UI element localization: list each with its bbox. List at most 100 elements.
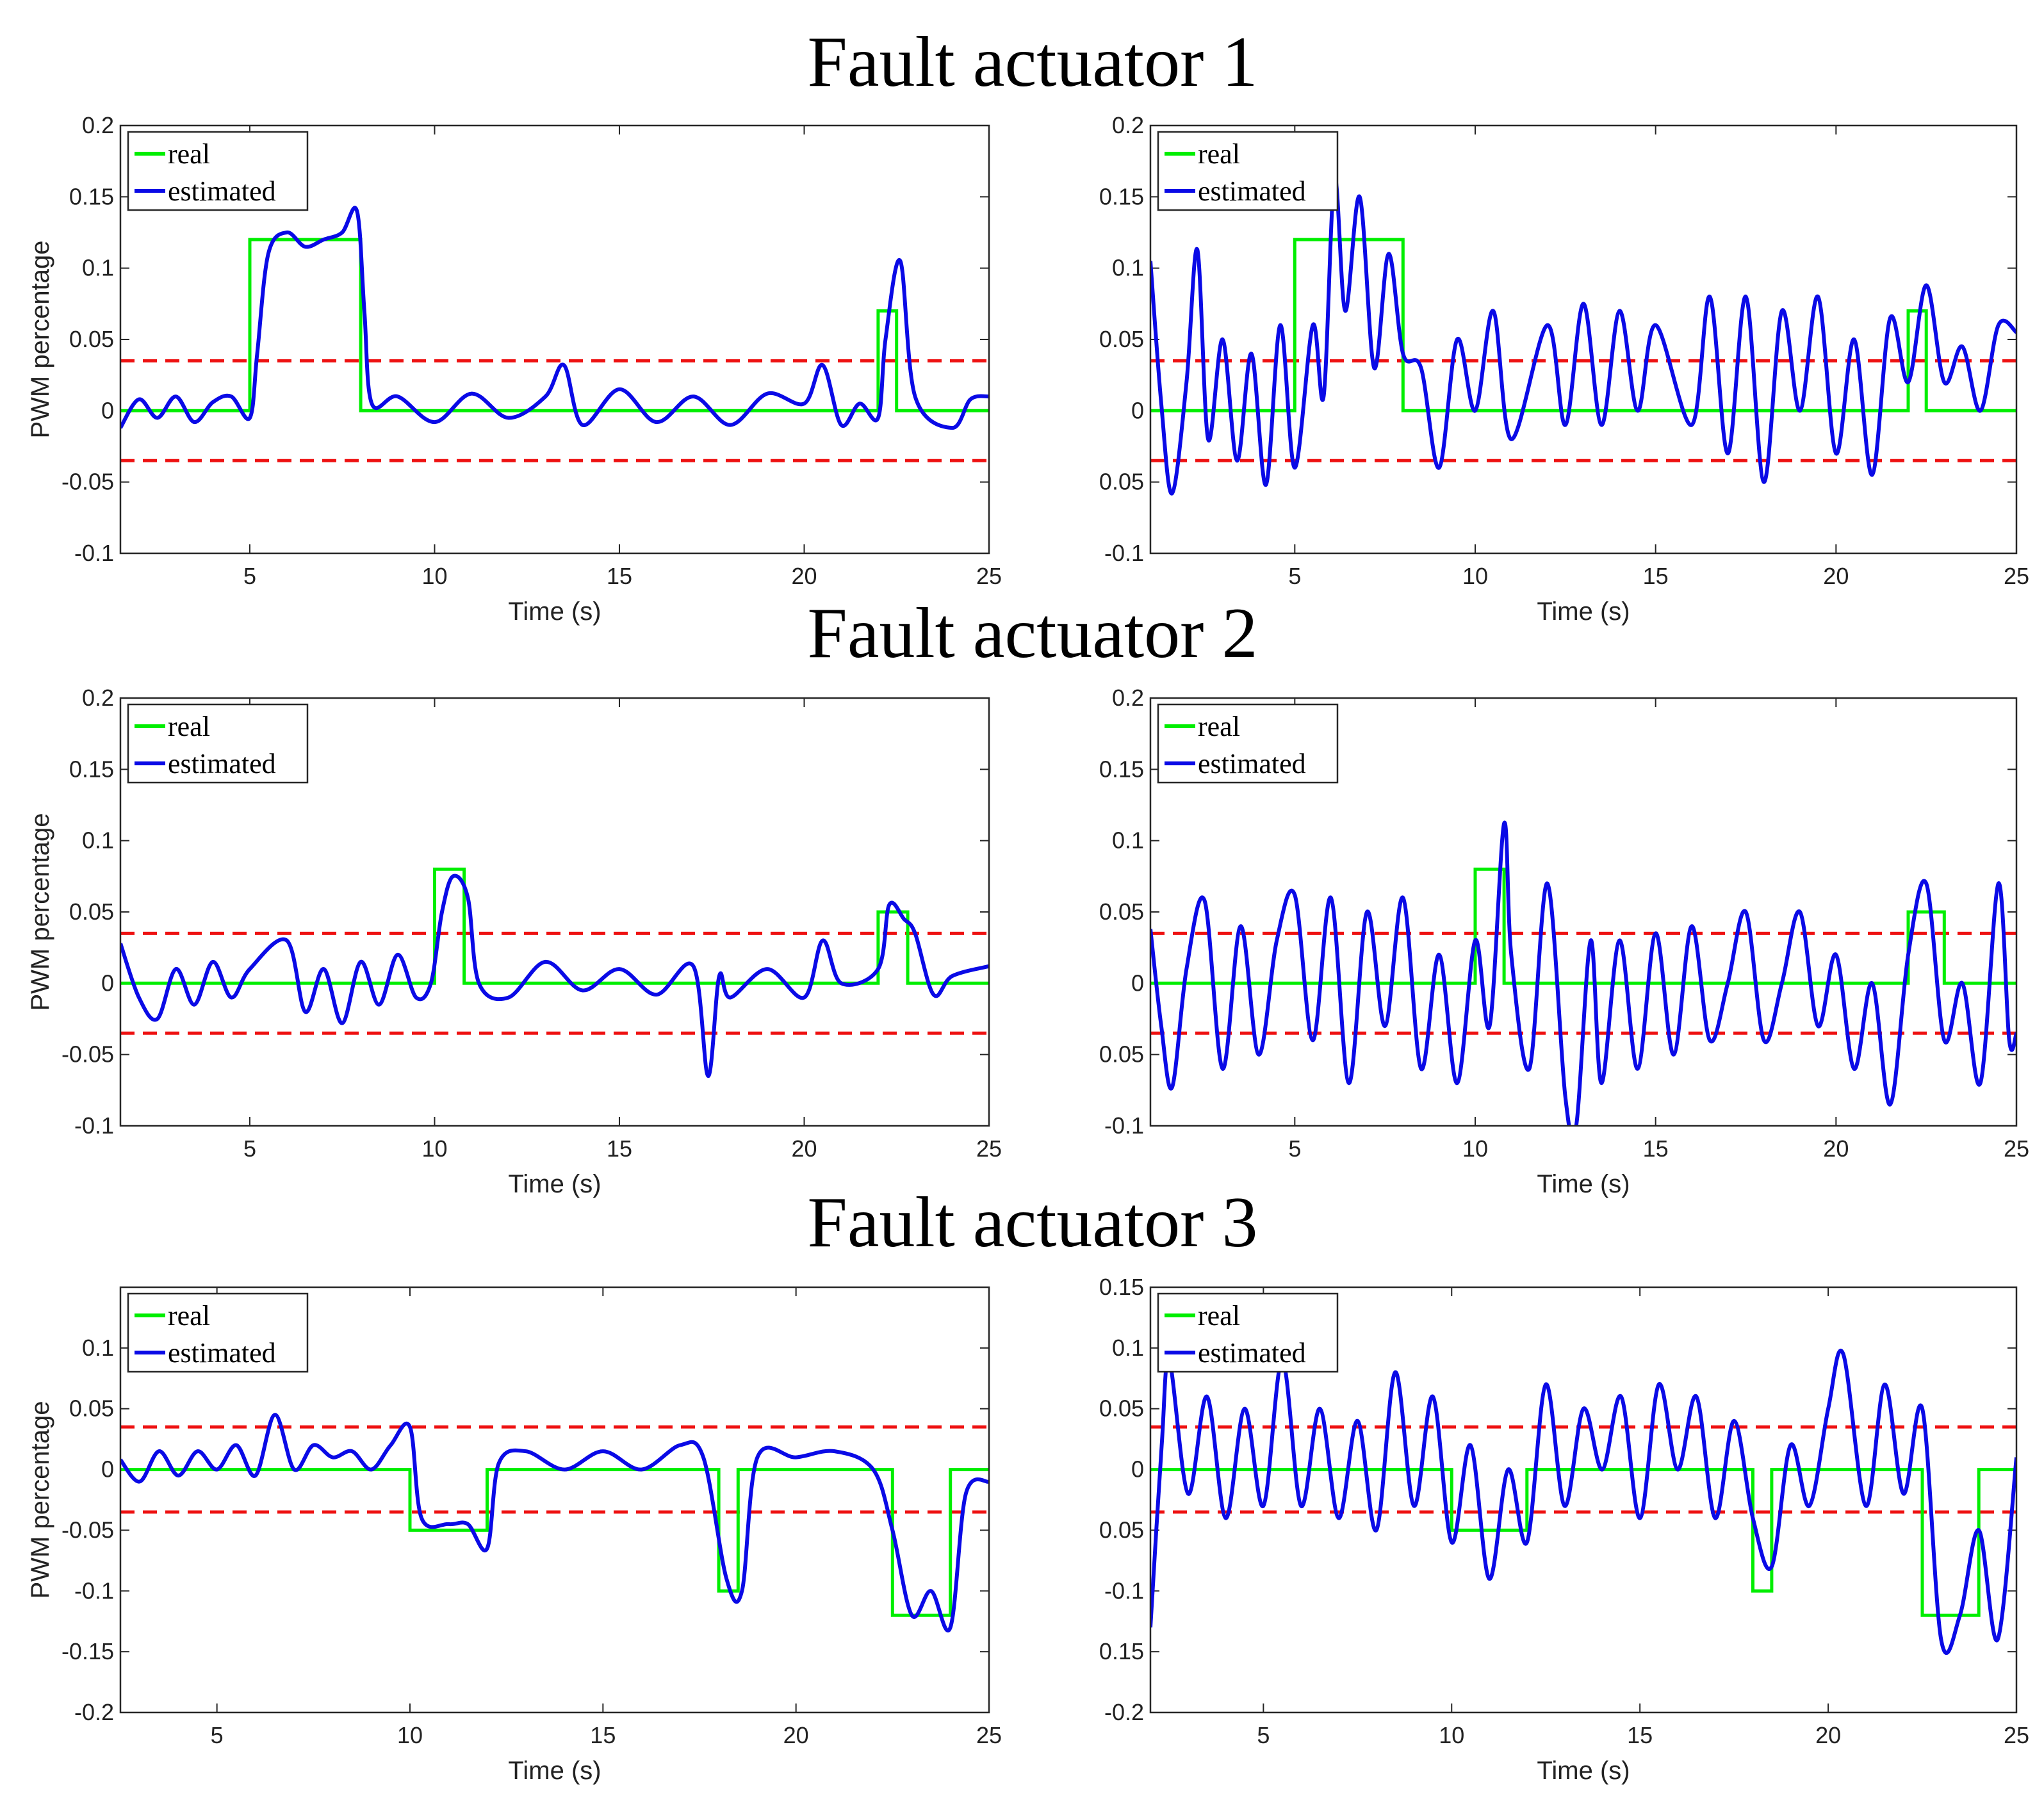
chart-panel-fault-1-right: -0.1 0.05 0 0.05 0.1 0.15 0.2 5 10 15 20 25 Time (s)… <box>1099 112 2029 626</box>
legend-label-real: real <box>168 1300 210 1331</box>
x-tick-label: 20 <box>791 1135 817 1162</box>
x-tick-label: 25 <box>2004 1135 2029 1162</box>
legend-label-real: real <box>1198 138 1240 170</box>
legend-box <box>1157 1292 1339 1373</box>
chart-panel-fault-1-left: -0.1 -0.05 0 0.05 0.1 0.15 0.2 5 10 15 20 25 Time (s… <box>26 112 1002 626</box>
plot-data <box>120 1413 989 1632</box>
y-tick-label: 0 <box>101 970 114 996</box>
chart-panel-fault-2-left: -0.1 -0.05 0 0.05 0.1 0.15 0.2 5 10 15 20 25 Time (s… <box>26 685 1002 1198</box>
legend-label-estimated: estimated <box>168 175 276 207</box>
y-tick-label: -0.1 <box>74 540 114 566</box>
y-tick-label: -0.1 <box>1104 1577 1144 1604</box>
y-tick-label: 0.15 <box>1099 756 1144 782</box>
y-tick-label: 0.05 <box>1099 1041 1144 1068</box>
legend-label-real: real <box>168 711 210 742</box>
x-tick-label: 15 <box>607 1135 632 1162</box>
y-tick-label: 0 <box>1131 1456 1144 1483</box>
y-tick-label: 0.1 <box>1112 1335 1144 1361</box>
x-axis-label: Time (s) <box>1537 1757 1630 1785</box>
x-tick-label: 25 <box>976 1135 1002 1162</box>
x-tick-label: 10 <box>421 563 447 589</box>
y-tick-label: 0.1 <box>1112 827 1144 854</box>
x-tick-label: 10 <box>1462 563 1488 589</box>
y-tick-label: 0.05 <box>69 326 114 352</box>
series-real-line <box>120 238 989 412</box>
y-tick-label: 0.15 <box>1099 1638 1144 1664</box>
legend-box <box>127 1292 309 1373</box>
plot-frame <box>1149 1286 2018 1714</box>
y-axis-label: PWM percentage <box>26 1401 54 1598</box>
series-estimated-line <box>1150 175 2016 496</box>
x-tick-label: 5 <box>1288 563 1301 589</box>
y-tick-label: -0.1 <box>74 1112 114 1139</box>
y-tick-label: -0.1 <box>74 1577 114 1604</box>
y-tick-label: 0.15 <box>69 756 114 782</box>
series-estimated-line <box>120 874 989 1078</box>
legend-label-real: real <box>1198 711 1240 742</box>
x-tick-label: 15 <box>590 1722 616 1748</box>
x-axis-label: Time (s) <box>508 598 601 626</box>
y-tick-label: -0.05 <box>61 1041 114 1068</box>
series-estimated-line <box>1150 820 2016 1126</box>
y-tick-label: 0.2 <box>1112 685 1144 711</box>
section-title-2: Fault actuator 2 <box>808 594 1258 673</box>
y-tick-label: -0.2 <box>1104 1699 1144 1725</box>
y-tick-label: 0.05 <box>1099 469 1144 495</box>
y-tick-label: 0.2 <box>82 112 114 138</box>
x-axis-label: Time (s) <box>1537 598 1630 626</box>
y-tick-label: 0.15 <box>1099 1274 1144 1300</box>
x-tick-label: 15 <box>1627 1722 1653 1748</box>
legend-box <box>127 703 309 784</box>
x-tick-label: 10 <box>1462 1135 1488 1162</box>
x-tick-label: 25 <box>2004 1722 2029 1748</box>
legend-box <box>127 131 309 211</box>
legend-label-real: real <box>168 138 210 170</box>
chart-panel-fault-3-left: -0.2 -0.15 -0.1 -0.05 0 0.05 0.1 5 10 15 20 25 Time … <box>26 1286 1002 1785</box>
legend-label-estimated: estimated <box>1198 748 1306 779</box>
plot-data <box>1150 820 2016 1126</box>
y-tick-label: 0 <box>101 397 114 423</box>
x-axis-label: Time (s) <box>508 1170 601 1198</box>
y-tick-label: -0.2 <box>74 1699 114 1725</box>
x-tick-label: 20 <box>1815 1722 1841 1748</box>
plot-frame <box>119 697 990 1127</box>
series-estimated-line <box>120 206 989 430</box>
plot-data <box>120 867 989 1078</box>
y-tick-label: -0.1 <box>1104 1112 1144 1139</box>
x-tick-label: 15 <box>607 563 632 589</box>
x-tick-label: 5 <box>243 1135 256 1162</box>
legend-label-estimated: estimated <box>1198 175 1306 207</box>
x-tick-label: 15 <box>1643 563 1669 589</box>
x-tick-label: 5 <box>1288 1135 1301 1162</box>
section-title-3: Fault actuator 3 <box>808 1183 1258 1262</box>
x-tick-label: 15 <box>1643 1135 1669 1162</box>
plot-frame <box>119 1286 990 1714</box>
x-tick-label: 10 <box>397 1722 423 1748</box>
x-tick-label: 25 <box>976 1722 1002 1748</box>
chart-panel-fault-3-right: -0.2 0.15 -0.1 0.05 0 0.05 0.1 0.15 5 10 15 20 25 Tim… <box>1099 1274 2029 1785</box>
x-tick-label: 10 <box>1439 1722 1464 1748</box>
plot-data <box>120 206 989 462</box>
x-tick-label: 5 <box>243 563 256 589</box>
x-tick-label: 25 <box>976 563 1002 589</box>
x-tick-label: 20 <box>1823 1135 1849 1162</box>
y-axis-label: PWM percentage <box>26 240 54 438</box>
plot-data <box>1150 1349 2016 1655</box>
y-tick-label: 0.2 <box>1112 112 1144 138</box>
y-tick-label: 0.05 <box>1099 1395 1144 1422</box>
y-tick-label: 0.15 <box>69 183 114 209</box>
y-tick-label: 0 <box>1131 397 1144 423</box>
legend-box <box>1157 703 1339 784</box>
y-tick-label: -0.1 <box>1104 540 1144 566</box>
y-tick-label: 0.05 <box>1099 326 1144 352</box>
x-tick-label: 5 <box>211 1722 224 1748</box>
series-estimated-line <box>1150 1349 2016 1655</box>
plot-data <box>1150 175 2016 496</box>
section-title-1: Fault actuator 1 <box>808 22 1258 102</box>
y-tick-label: 0.05 <box>69 898 114 925</box>
legend-label-estimated: estimated <box>168 1337 276 1369</box>
plot-frame <box>1149 124 2018 555</box>
series-real-line <box>1150 1468 2016 1617</box>
